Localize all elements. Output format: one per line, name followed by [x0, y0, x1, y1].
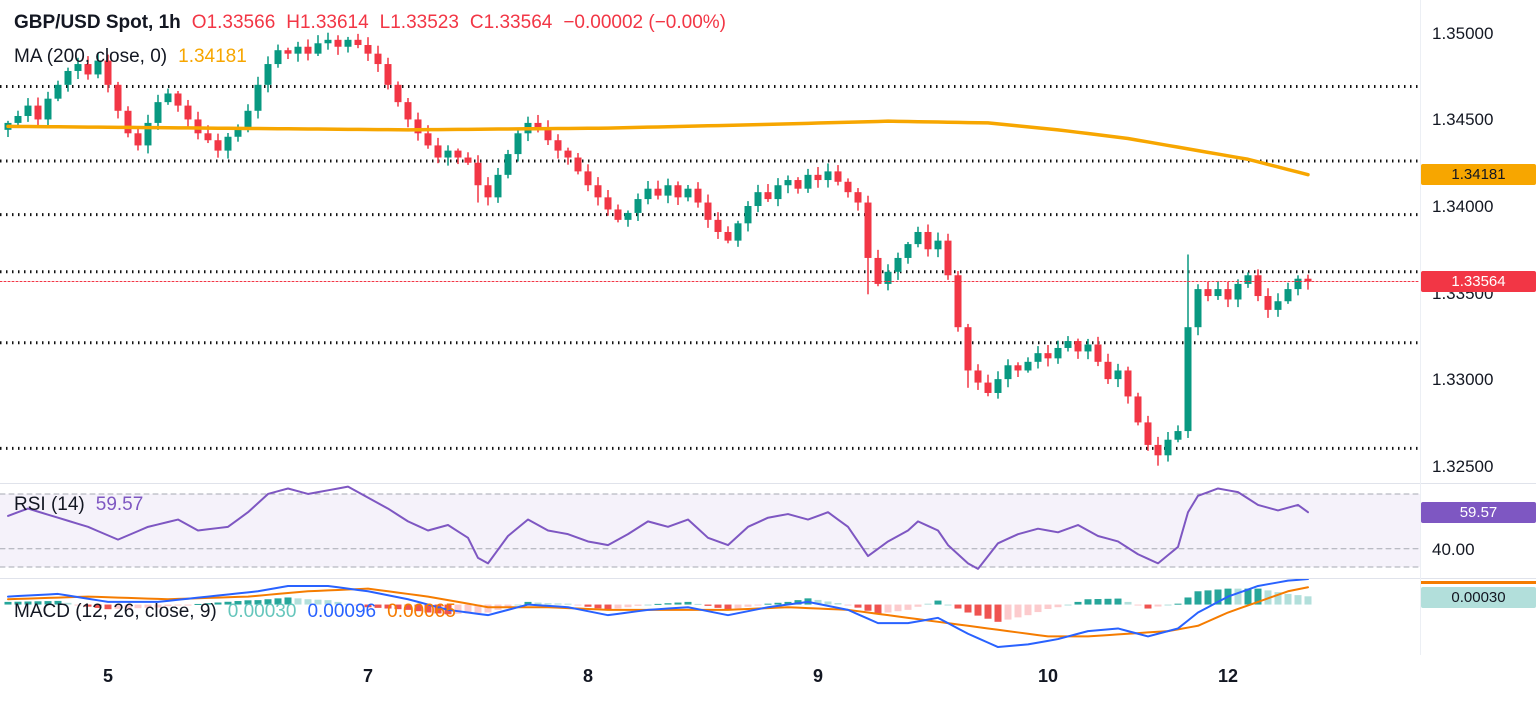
- rsi-axis-label: 40.00: [1432, 539, 1475, 559]
- ma-legend-label: MA (200, close, 0): [14, 46, 168, 67]
- price-axis-label: 1.33000: [1432, 370, 1494, 390]
- rsi-legend-label: RSI (14): [14, 494, 85, 515]
- ohlc-close: C1.33564: [469, 12, 553, 33]
- price-rsi-separator[interactable]: [0, 483, 1536, 484]
- price-axis-label: 1.34500: [1432, 110, 1494, 130]
- time-axis-label: 10: [1037, 666, 1059, 686]
- price-axis-label: 1.32500: [1432, 456, 1494, 476]
- price-legend[interactable]: GBP/USD Spot, 1h O1.33566 H1.33614 L1.33…: [14, 12, 726, 34]
- macd-legend[interactable]: MACD (12, 26, close, 9) 0.00030 0.00096 …: [14, 601, 456, 623]
- price-axis-border: [1420, 0, 1421, 655]
- rsi-legend[interactable]: RSI (14) 59.57: [14, 494, 143, 516]
- price-change: −0.00002 (−0.00%): [563, 12, 727, 33]
- time-axis-label: 9: [812, 666, 823, 686]
- macd-signal-value: 0.00065: [387, 601, 456, 622]
- macd-axis-badge: 0.00030: [1421, 587, 1536, 608]
- ohlc-open: O1.33566: [191, 12, 276, 33]
- time-axis-label: 12: [1217, 666, 1239, 686]
- price-axis-label: 1.35000: [1432, 23, 1494, 43]
- ohlc-low: L1.33523: [379, 12, 459, 33]
- macd-line-value: 0.00096: [307, 601, 377, 622]
- time-axis-label: 5: [102, 666, 113, 686]
- time-axis-label: 8: [582, 666, 593, 686]
- ma-legend[interactable]: MA (200, close, 0) 1.34181: [14, 46, 247, 68]
- macd-legend-label: MACD (12, 26, close, 9): [14, 601, 217, 622]
- macd-hist-value: 0.00030: [227, 601, 297, 622]
- rsi-axis-badge: 59.57: [1421, 502, 1536, 523]
- ohlc-high: H1.33614: [286, 12, 369, 33]
- time-axis-label: 7: [362, 666, 373, 686]
- rsi-macd-separator[interactable]: [0, 578, 1536, 579]
- ma-legend-value: 1.34181: [178, 46, 247, 67]
- rsi-legend-value: 59.57: [95, 494, 144, 515]
- symbol-title: GBP/USD Spot, 1h: [14, 12, 181, 33]
- macd-signal-axis-marker: [1421, 581, 1536, 584]
- price-axis-label: 1.34000: [1432, 197, 1494, 216]
- time-axis[interactable]: 5 7 8 9 10 12: [0, 655, 1536, 701]
- current-price-badge: 1.33564: [1421, 271, 1536, 292]
- ma-axis-badge: 1.34181: [1421, 164, 1536, 185]
